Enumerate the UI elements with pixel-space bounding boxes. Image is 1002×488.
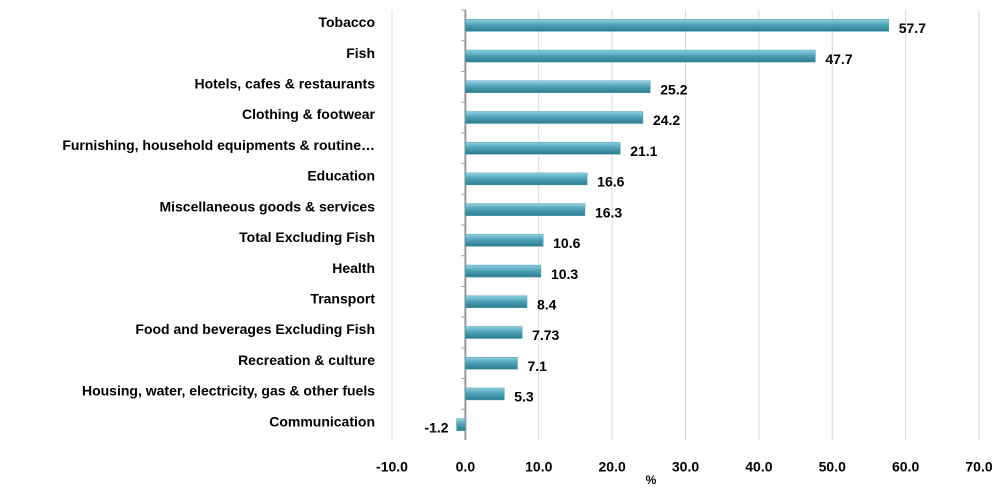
bar bbox=[456, 418, 466, 431]
y-tick-label: Furnishing, household equipments & routi… bbox=[62, 137, 375, 153]
x-tick-label: 10.0 bbox=[525, 459, 552, 475]
y-tick-label: Communication bbox=[269, 413, 375, 429]
y-tick-label: Fish bbox=[346, 45, 375, 61]
bar bbox=[465, 234, 544, 247]
y-tick-label: Total Excluding Fish bbox=[239, 229, 375, 245]
bar bbox=[465, 295, 528, 309]
bar bbox=[465, 203, 586, 216]
data-label: 25.2 bbox=[660, 81, 687, 97]
data-label: 7.73 bbox=[532, 327, 559, 343]
bar bbox=[465, 264, 542, 278]
x-tick-label: 60.0 bbox=[892, 459, 919, 475]
bar bbox=[465, 19, 889, 32]
bar bbox=[465, 172, 588, 186]
data-label: 24.2 bbox=[653, 112, 680, 128]
bar bbox=[465, 326, 523, 339]
data-label: 47.7 bbox=[825, 51, 852, 67]
y-tick-label: Food and beverages Excluding Fish bbox=[135, 321, 375, 337]
y-tick-label: Hotels, cafes & restaurants bbox=[194, 75, 375, 91]
bar bbox=[465, 387, 505, 401]
bar bbox=[465, 356, 518, 370]
data-label: 5.3 bbox=[514, 389, 534, 405]
y-tick-label: Housing, water, electricity, gas & other… bbox=[82, 383, 375, 399]
x-axis-label: % bbox=[646, 473, 657, 487]
data-label: 57.7 bbox=[899, 20, 926, 36]
bar bbox=[465, 49, 816, 63]
bar bbox=[465, 141, 621, 155]
y-tick-label: Clothing & footwear bbox=[242, 106, 376, 122]
data-label: 8.4 bbox=[537, 296, 557, 312]
x-tick-label: -10.0 bbox=[376, 459, 408, 475]
bar bbox=[465, 80, 651, 94]
data-label: 16.6 bbox=[597, 174, 624, 190]
x-tick-label: 30.0 bbox=[672, 459, 699, 475]
data-label: -1.2 bbox=[424, 419, 448, 435]
y-tick-label: Transport bbox=[310, 290, 375, 306]
data-label: 21.1 bbox=[630, 143, 657, 159]
x-tick-label: 50.0 bbox=[819, 459, 846, 475]
data-label: 10.6 bbox=[553, 235, 580, 251]
x-tick-label: 70.0 bbox=[965, 459, 992, 475]
data-label: 10.3 bbox=[551, 266, 578, 282]
bar bbox=[465, 111, 644, 124]
x-tick-label: 0.0 bbox=[456, 459, 476, 475]
x-tick-label: 20.0 bbox=[599, 459, 626, 475]
data-label: 16.3 bbox=[595, 204, 622, 220]
y-tick-label: Recreation & culture bbox=[238, 352, 375, 368]
y-tick-label: Tobacco bbox=[318, 14, 375, 30]
y-tick-label: Miscellaneous goods & services bbox=[159, 198, 375, 214]
y-tick-label: Education bbox=[307, 168, 375, 184]
data-label: 7.1 bbox=[527, 358, 547, 374]
x-tick-label: 40.0 bbox=[745, 459, 772, 475]
y-tick-label: Health bbox=[332, 260, 375, 276]
